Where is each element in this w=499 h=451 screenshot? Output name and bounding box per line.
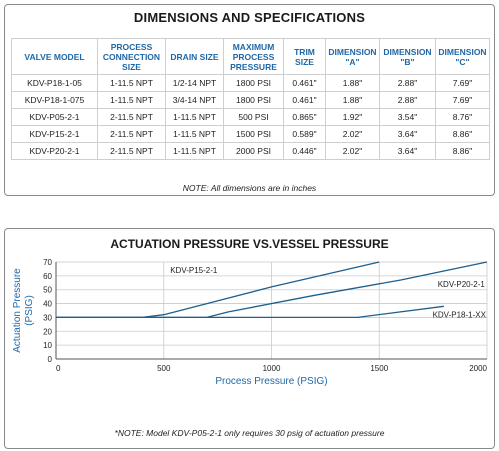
column-header: VALVE MODEL	[11, 38, 98, 75]
table-cell: 0.461"	[283, 91, 326, 109]
y-tick-label: 60	[43, 272, 52, 281]
y-axis-label-unit: (PSIG)	[24, 295, 35, 326]
chart-panel: ACTUATION PRESSURE VS.VESSEL PRESSURE 0 1…	[4, 228, 495, 449]
series-kdv-p20-2-1-label: KDV-P20-2-1	[438, 280, 486, 289]
valve-model-cell: KDV-P18-1-075	[11, 91, 98, 109]
table-header-row: VALVE MODEL PROCESS CONNECTION SIZE DRAI…	[11, 38, 490, 75]
y-axis-label: Actuation Pressure	[12, 268, 23, 353]
table-cell: 2-11.5 NPT	[97, 142, 166, 160]
x-tick-label: 1000	[263, 364, 281, 373]
chart-footnote: *NOTE: Model KDV-P05-2-1 only requires 3…	[114, 428, 385, 438]
table-cell: 1.88"	[325, 74, 380, 92]
series-kdv-p15-2-1-label: KDV-P15-2-1	[170, 266, 218, 275]
x-tick-label: 2000	[469, 364, 487, 373]
table-cell: 0.461"	[283, 74, 326, 92]
table-cell: 1800 PSI	[223, 91, 284, 109]
table-cell: 2.02"	[325, 142, 380, 160]
table-cell: 1-11.5 NPT	[165, 142, 224, 160]
chart-title: ACTUATION PRESSURE VS.VESSEL PRESSURE	[110, 237, 389, 251]
specifications-table: VALVE MODEL PROCESS CONNECTION SIZE DRAI…	[11, 38, 490, 160]
table-row: KDV-P20-2-1 2-11.5 NPT 1-11.5 NPT 2000 PSI 0…	[11, 142, 490, 160]
table-cell: 1.88"	[325, 91, 380, 109]
column-header: MAXIMUM PROCESS PRESSURE	[223, 38, 284, 75]
table-cell: 2000 PSI	[223, 142, 284, 160]
table-cell: 1-11.5 NPT	[165, 125, 224, 143]
table-cell: 8.76"	[435, 108, 490, 126]
column-header: PROCESS CONNECTION SIZE	[97, 38, 166, 75]
table-cell: 1-11.5 NPT	[165, 108, 224, 126]
specifications-title: DIMENSIONS AND SPECIFICATIONS	[133, 10, 366, 25]
x-axis-label: Process Pressure (PSIG)	[215, 376, 327, 387]
table-cell: 1500 PSI	[223, 125, 284, 143]
y-tick-label: 50	[43, 286, 52, 295]
table-cell: 0.865"	[283, 108, 326, 126]
column-header: TRIM SIZE	[283, 38, 326, 75]
table-cell: 2.02"	[325, 125, 380, 143]
table-cell: 1-11.5 NPT	[97, 91, 166, 109]
series-kdv-p18-1-xx-label: KDV-P18-1-XX	[433, 310, 487, 319]
series-kdv-p18-1-xx-line	[56, 305, 444, 319]
y-tick-label: 40	[43, 300, 52, 309]
column-header: DRAIN SIZE	[165, 38, 224, 75]
table-cell: 2.88"	[379, 74, 436, 92]
valve-model-cell: KDV-P15-2-1	[11, 125, 98, 143]
table-cell: 0.446"	[283, 142, 326, 160]
y-tick-label: 20	[43, 327, 52, 336]
table-cell: 1.92"	[325, 108, 380, 126]
table-row: KDV-P18-1-05 1-11.5 NPT 1/2-14 NPT 1800 PSI…	[11, 74, 490, 92]
valve-model-cell: KDV-P18-1-05	[11, 74, 98, 92]
table-row: KDV-P05-2-1 2-11.5 NPT 1-11.5 NPT 500 PSI 0.…	[11, 108, 490, 126]
table-cell: 2-11.5 NPT	[97, 125, 166, 143]
table-cell: 8.86"	[435, 142, 490, 160]
table-cell: 0.589"	[283, 125, 326, 143]
table-cell: 2.88"	[379, 91, 436, 109]
x-tick-label: 1500	[370, 364, 388, 373]
table-cell: 3.64"	[379, 125, 436, 143]
column-header: DIMENSION "B"	[379, 38, 436, 75]
dimensions-note: NOTE: All dimensions are in inches	[182, 183, 317, 193]
table-cell: 1800 PSI	[223, 74, 284, 92]
column-header: DIMENSION "C"	[435, 38, 490, 75]
y-tick-label: 30	[43, 313, 52, 322]
y-tick-label: 70	[43, 258, 52, 267]
table-cell: 1/2-14 NPT	[165, 74, 224, 92]
table-cell: 8.86"	[435, 125, 490, 143]
y-tick-label: 10	[43, 341, 52, 350]
valve-model-cell: KDV-P20-2-1	[11, 142, 98, 160]
column-header: DIMENSION "A"	[325, 38, 380, 75]
actuation-pressure-chart: 0 10 20 30 40 50 60 70 0 500 1000 1500 2000 Process P…	[12, 258, 488, 387]
table-cell: 500 PSI	[223, 108, 284, 126]
table-cell: 7.69"	[435, 74, 490, 92]
specifications-panel: DIMENSIONS AND SPECIFICATIONS VALVE MODE…	[4, 4, 495, 196]
table-cell: 3/4-14 NPT	[165, 91, 224, 109]
y-tick-label: 0	[48, 355, 53, 364]
table-cell: 3.54"	[379, 108, 436, 126]
x-tick-label: 0	[56, 364, 61, 373]
table-row: KDV-P15-2-1 2-11.5 NPT 1-11.5 NPT 1500 PSI 0…	[11, 125, 490, 143]
valve-model-cell: KDV-P05-2-1	[11, 108, 98, 126]
table-cell: 1-11.5 NPT	[97, 74, 166, 92]
table-cell: 7.69"	[435, 91, 490, 109]
table-cell: 3.64"	[379, 142, 436, 160]
table-row: KDV-P18-1-075 1-11.5 NPT 3/4-14 NPT 1800 PS…	[11, 91, 490, 109]
table-cell: 2-11.5 NPT	[97, 108, 166, 126]
x-tick-label: 500	[157, 364, 171, 373]
